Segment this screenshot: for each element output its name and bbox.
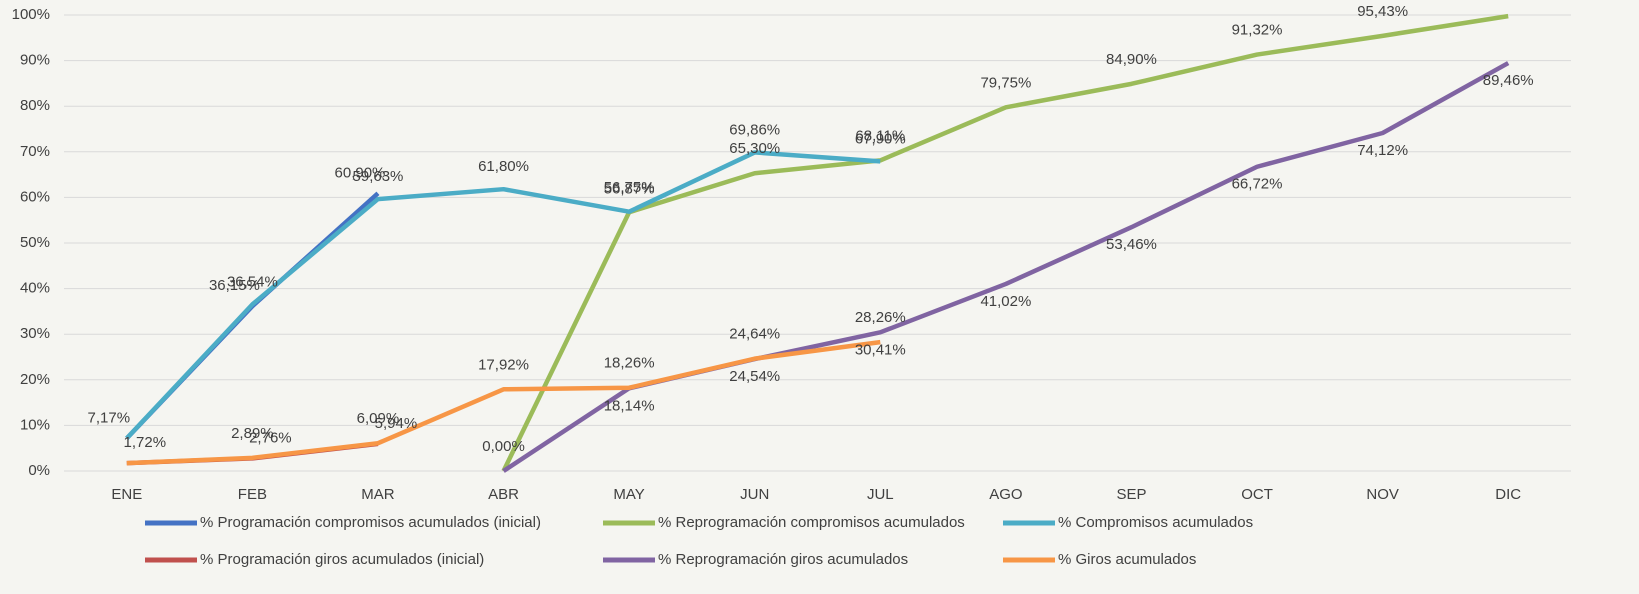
y-tick-label: 20% [20,371,50,388]
data-label: 36,54% [227,273,278,290]
data-label: 95,43% [1357,3,1408,20]
data-label: 53,46% [1106,236,1157,253]
data-label: 28,26% [855,309,906,326]
x-tick-label: SEP [1116,486,1146,503]
legend-label: % Reprogramación compromisos acumulados [658,514,965,531]
data-label: 41,02% [980,293,1031,310]
data-label: 6,09% [357,410,400,427]
y-tick-label: 70% [20,143,50,160]
x-tick-label: JUL [867,486,894,503]
data-label: 56,75% [604,179,655,196]
x-tick-label: MAR [361,486,395,503]
x-tick-label: OCT [1241,486,1273,503]
x-tick-label: ABR [488,486,519,503]
x-tick-label: NOV [1366,486,1399,503]
data-label: 65,30% [729,140,780,157]
data-label: 67,90% [855,130,906,147]
series-line [126,339,881,466]
x-tick-label: AGO [989,486,1022,503]
data-label: 24,64% [729,326,780,343]
data-label: 1,72% [124,434,167,451]
data-label: 68,11% [855,127,905,144]
x-tick-label: ENE [111,486,142,503]
data-label: 24,54% [729,368,780,385]
data-label: 66,72% [1232,176,1283,193]
x-tick-label: DIC [1495,486,1521,503]
data-label: 60,90% [335,164,386,181]
legend-label: % Compromisos acumulados [1058,514,1253,531]
data-label: 56,87% [604,181,655,198]
y-tick-label: 80% [20,97,50,114]
y-tick-label: 100% [12,6,50,23]
x-tick-label: FEB [238,486,267,503]
series-line [501,13,1509,472]
data-label: 36,15% [209,277,260,294]
y-tick-label: 40% [20,280,50,297]
y-tick-label: 0% [28,462,50,479]
y-tick-label: 60% [20,188,50,205]
legend-label: % Programación giros acumulados (inicial… [200,551,484,568]
data-label: 61,80% [478,158,529,175]
data-label: 69,86% [729,121,780,138]
data-label: 18,26% [604,355,655,372]
y-tick-label: 10% [20,416,50,433]
data-label: 7,17% [88,409,131,426]
series-line [125,150,881,440]
x-tick-label: JUN [740,486,769,503]
data-label: 84,90% [1106,51,1157,68]
legend-label: % Reprogramación giros acumulados [658,551,908,568]
data-label: 91,32% [1232,22,1283,39]
data-label: 2,89% [231,425,274,442]
data-label: 59,63% [353,168,404,185]
legend-label: % Giros acumulados [1058,551,1196,568]
data-label: 74,12% [1357,142,1408,159]
data-label: 2,76% [249,429,292,446]
legend-label: % Programación compromisos acumulados (i… [200,514,541,531]
data-label: 5,94% [375,415,418,432]
x-tick-label: MAY [613,486,644,503]
data-label: 17,92% [478,356,529,373]
data-label: 0,00% [482,438,525,455]
data-label: 30,41% [855,341,906,358]
data-label: 18,14% [604,397,655,414]
y-tick-label: 90% [20,52,50,69]
data-label: 89,46% [1483,72,1534,89]
y-tick-label: 50% [20,234,50,251]
y-tick-label: 30% [20,325,50,342]
data-label: 79,75% [980,74,1031,91]
